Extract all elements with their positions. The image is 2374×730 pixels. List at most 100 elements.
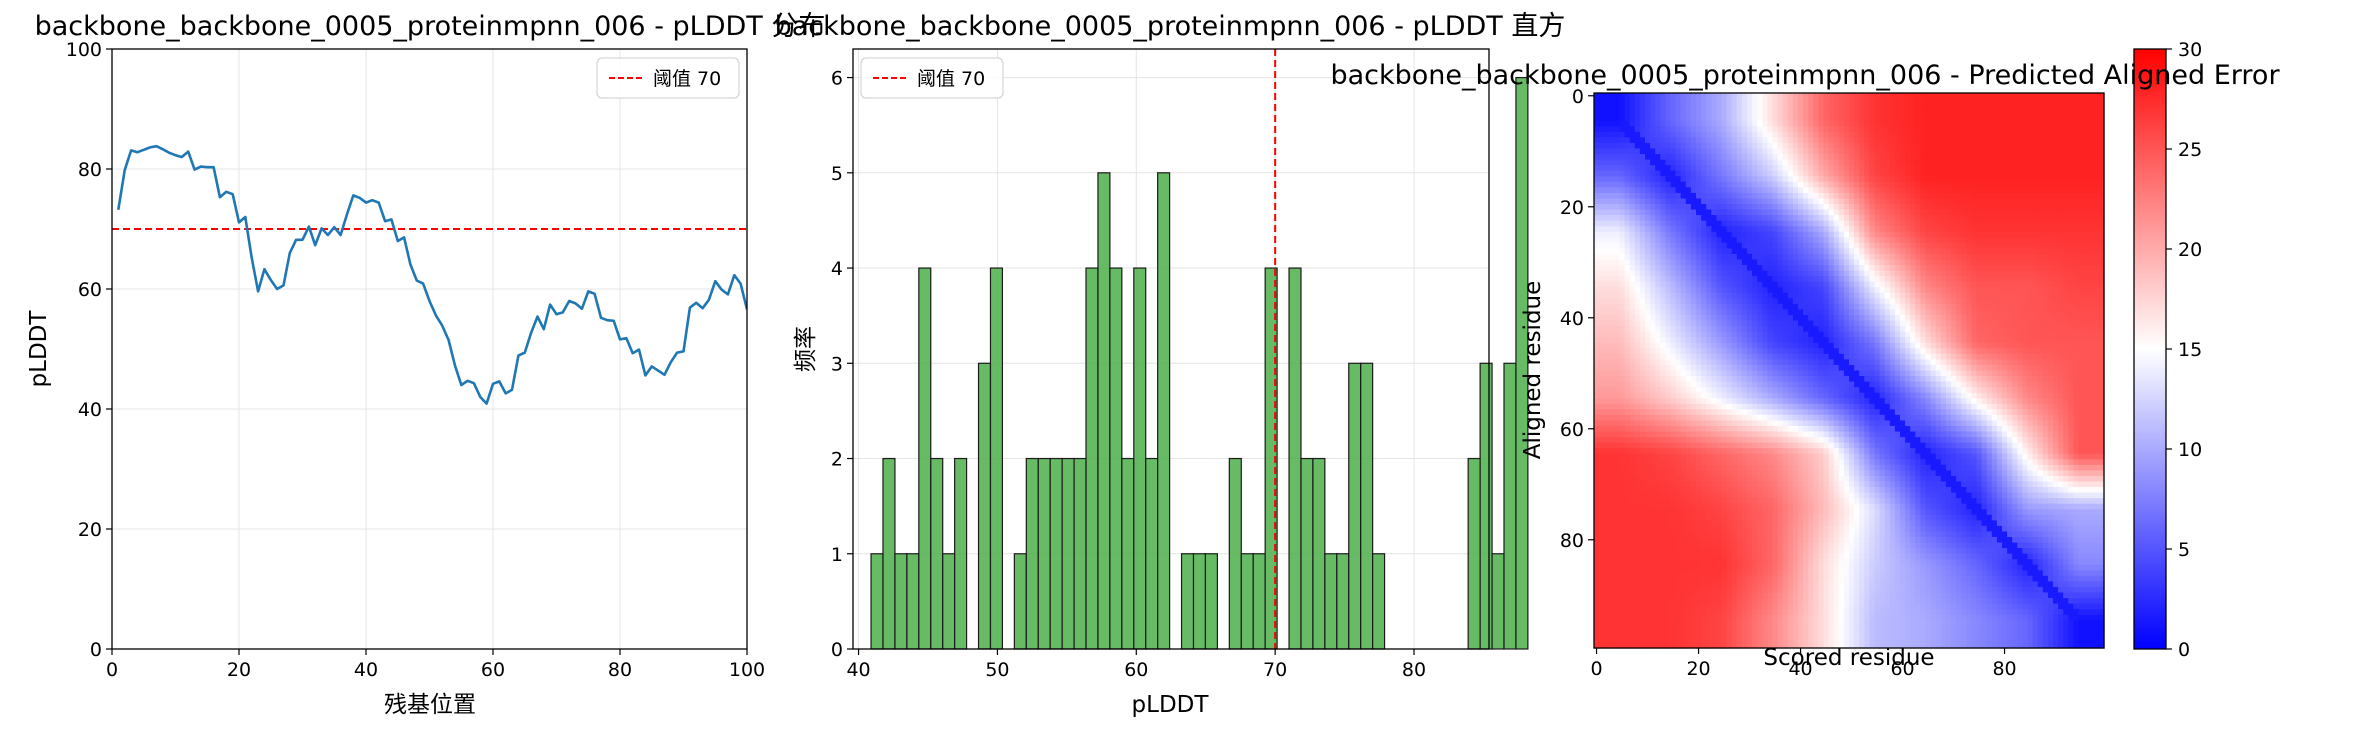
pae-cell: [1864, 159, 1870, 166]
pae-cell: [2037, 281, 2044, 288]
pae-cell: [1900, 187, 1906, 194]
pae-cell: [2083, 137, 2090, 144]
pae-cell: [2047, 253, 2054, 261]
pae-cell: [2078, 120, 2085, 127]
pae-cell: [1696, 276, 1702, 283]
pae-cell: [1920, 326, 1927, 333]
pae-cell: [1956, 315, 1962, 322]
pae-cell: [1696, 93, 1702, 100]
pae-cell: [1808, 148, 1814, 155]
histogram-bar-35: [1288, 267, 1302, 650]
pae-cell: [1614, 265, 1621, 272]
pae-cell: [2053, 237, 2059, 244]
pae-cell: [2027, 176, 2034, 183]
pae-cell: [2088, 120, 2095, 127]
pae-cell: [1884, 104, 1891, 111]
pae-cell: [1594, 104, 1600, 111]
pae-cell: [1991, 115, 1998, 122]
pae-cell: [1792, 187, 1799, 194]
pae-cell: [1966, 148, 1972, 155]
pae-cell: [1782, 137, 1789, 144]
pae-cell: [1777, 265, 1784, 272]
pae-cell: [1808, 126, 1814, 133]
pae-cell: [1945, 170, 1952, 177]
pae-cell: [2068, 231, 2074, 238]
pae-cell: [1701, 248, 1707, 255]
histogram-bar-17: [1073, 457, 1087, 650]
histogram-legend: 阈值 70: [860, 57, 1004, 99]
pae-cell: [1823, 204, 1830, 211]
pae-cell: [1701, 215, 1707, 222]
pae-cell: [1670, 187, 1677, 194]
pae-cell: [1787, 337, 1794, 344]
pae-cell: [1818, 204, 1825, 211]
pae-cell: [1665, 215, 1672, 222]
pae-cell: [1741, 181, 1748, 188]
pae-cell: [1650, 226, 1656, 233]
pae-cell: [2063, 337, 2069, 344]
pae-cell: [1792, 137, 1799, 144]
pae-cell: [2093, 126, 2100, 133]
pae-cell: [1874, 337, 1881, 344]
pae-cell: [2098, 226, 2105, 233]
x-tick-label-1: 20: [227, 659, 251, 681]
pae-cell: [2098, 303, 2105, 311]
pae-cell: [1787, 303, 1794, 311]
pae-cell: [2063, 204, 2069, 211]
pae-cell: [1828, 270, 1835, 277]
pae-cell: [1915, 270, 1921, 277]
pae-cell: [1624, 315, 1631, 322]
pae-cell: [1594, 309, 1600, 316]
pae-cell: [1920, 220, 1927, 227]
pae-cell: [1905, 181, 1911, 188]
pae-cell: [2053, 331, 2059, 338]
pae-cell: [1594, 253, 1600, 261]
pae-cell: [1859, 209, 1865, 216]
pae-cell: [1690, 320, 1697, 327]
pae-cell: [1971, 181, 1978, 188]
pae-cell: [1701, 320, 1707, 327]
pae-cell: [2042, 265, 2049, 272]
pae-cell: [1650, 276, 1656, 283]
pae-cell: [1879, 209, 1886, 216]
pae-cell: [1619, 253, 1626, 261]
pae-cell: [2058, 120, 2064, 127]
pae-cell: [1823, 142, 1830, 150]
pae-cell: [1645, 359, 1651, 366]
pae-cell: [2042, 204, 2049, 211]
pae-cell: [2083, 337, 2090, 344]
pae-cell: [1665, 270, 1672, 277]
pae-cell: [1660, 259, 1666, 266]
pae-cell: [1757, 270, 1763, 277]
pae-cell: [2093, 287, 2100, 294]
pae-cell: [1966, 192, 1972, 200]
pae-cell: [1752, 226, 1758, 233]
pae-cell: [2027, 109, 2034, 116]
pae-cell: [1869, 209, 1876, 216]
pae-cell: [1711, 204, 1717, 211]
pae-cell: [2078, 220, 2085, 227]
pae-cell: [1915, 276, 1921, 283]
pae-cell: [1680, 359, 1687, 366]
pae-cell: [1838, 270, 1845, 277]
pae-cell: [1920, 337, 1927, 344]
pae-cell: [2053, 215, 2059, 222]
pae-cell: [1655, 181, 1661, 188]
pae-cell: [2027, 131, 2034, 138]
pae-cell: [2068, 159, 2074, 166]
pae-cell: [1894, 98, 1901, 105]
pae-cell: [1833, 137, 1840, 144]
pae-cell: [1624, 237, 1631, 244]
pae-cell: [1639, 192, 1646, 200]
pae-cell: [1854, 170, 1860, 177]
pae-cell: [2037, 142, 2044, 150]
pae-cell: [2083, 159, 2090, 166]
histogram-bar-20: [1109, 267, 1123, 650]
pae-cell: [1803, 320, 1809, 327]
pae-cell: [1690, 303, 1697, 311]
pae-cell: [1966, 265, 1972, 272]
pae-cell: [1594, 126, 1600, 133]
pae-cell: [1894, 204, 1901, 211]
pae-cell: [1736, 259, 1743, 266]
pae-cell: [1991, 170, 1998, 177]
